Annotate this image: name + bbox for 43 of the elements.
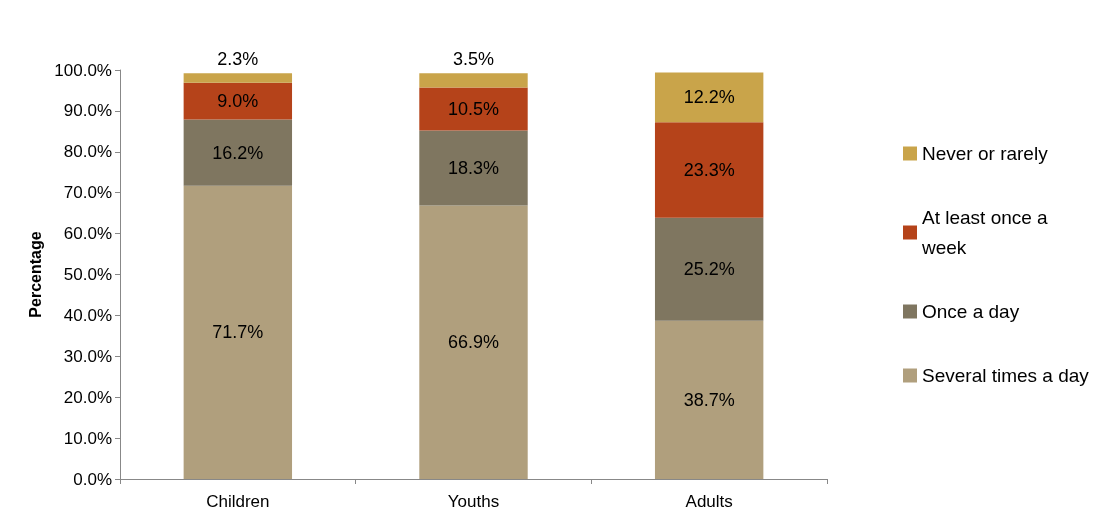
data-label: 71.7%	[212, 322, 264, 343]
bar	[183, 119, 293, 186]
y-tick-label: 30.0%	[63, 346, 112, 366]
bar	[419, 130, 528, 206]
legend-label: At least once a week	[921, 207, 1053, 258]
bar	[654, 122, 764, 218]
y-tick-label: 90.0%	[63, 101, 112, 121]
data-label: 9.0%	[217, 91, 259, 112]
x-tick-label: Children	[206, 492, 270, 511]
y-tick-label: 70.0%	[63, 183, 112, 203]
legend-label: Several times a day	[922, 365, 1090, 386]
bar	[654, 217, 764, 321]
bar	[183, 185, 293, 479]
data-label: 16.2%	[212, 142, 264, 163]
data-label: 18.3%	[447, 157, 500, 178]
data-label: 23.3%	[683, 160, 735, 180]
y-tick-label: 80.0%	[63, 142, 112, 162]
y-tick-label: 10.0%	[63, 428, 112, 448]
data-label: 2.3%	[217, 49, 259, 70]
bar	[419, 205, 528, 479]
data-label: 25.2%	[683, 259, 735, 280]
y-tick-label: 60.0%	[63, 224, 112, 244]
bar	[419, 73, 528, 88]
bar	[183, 73, 293, 83]
x-tick-label: Adults	[685, 492, 733, 511]
data-label: 10.5%	[447, 99, 500, 120]
x-tick-label: Youths	[447, 492, 500, 511]
legend-label: Once a day	[922, 301, 1020, 322]
y-tick-label: 0.0%	[73, 469, 112, 489]
y-tick-label: 40.0%	[63, 305, 112, 325]
y-tick-label: 20.0%	[63, 387, 112, 407]
bar	[419, 87, 528, 131]
y-tick-label: 100.0%	[54, 60, 112, 80]
y-tick-label: 50.0%	[63, 265, 112, 284]
data-label: 3.5%	[452, 49, 495, 70]
legend-label: Never or rarely	[922, 143, 1049, 164]
data-label: 38.7%	[683, 389, 735, 410]
bar	[183, 82, 293, 120]
data-label: 12.2%	[683, 87, 735, 108]
y-axis-title: Percentage	[26, 231, 44, 318]
bar	[654, 72, 764, 123]
data-label: 66.9%	[447, 332, 500, 353]
bar	[654, 320, 764, 479]
